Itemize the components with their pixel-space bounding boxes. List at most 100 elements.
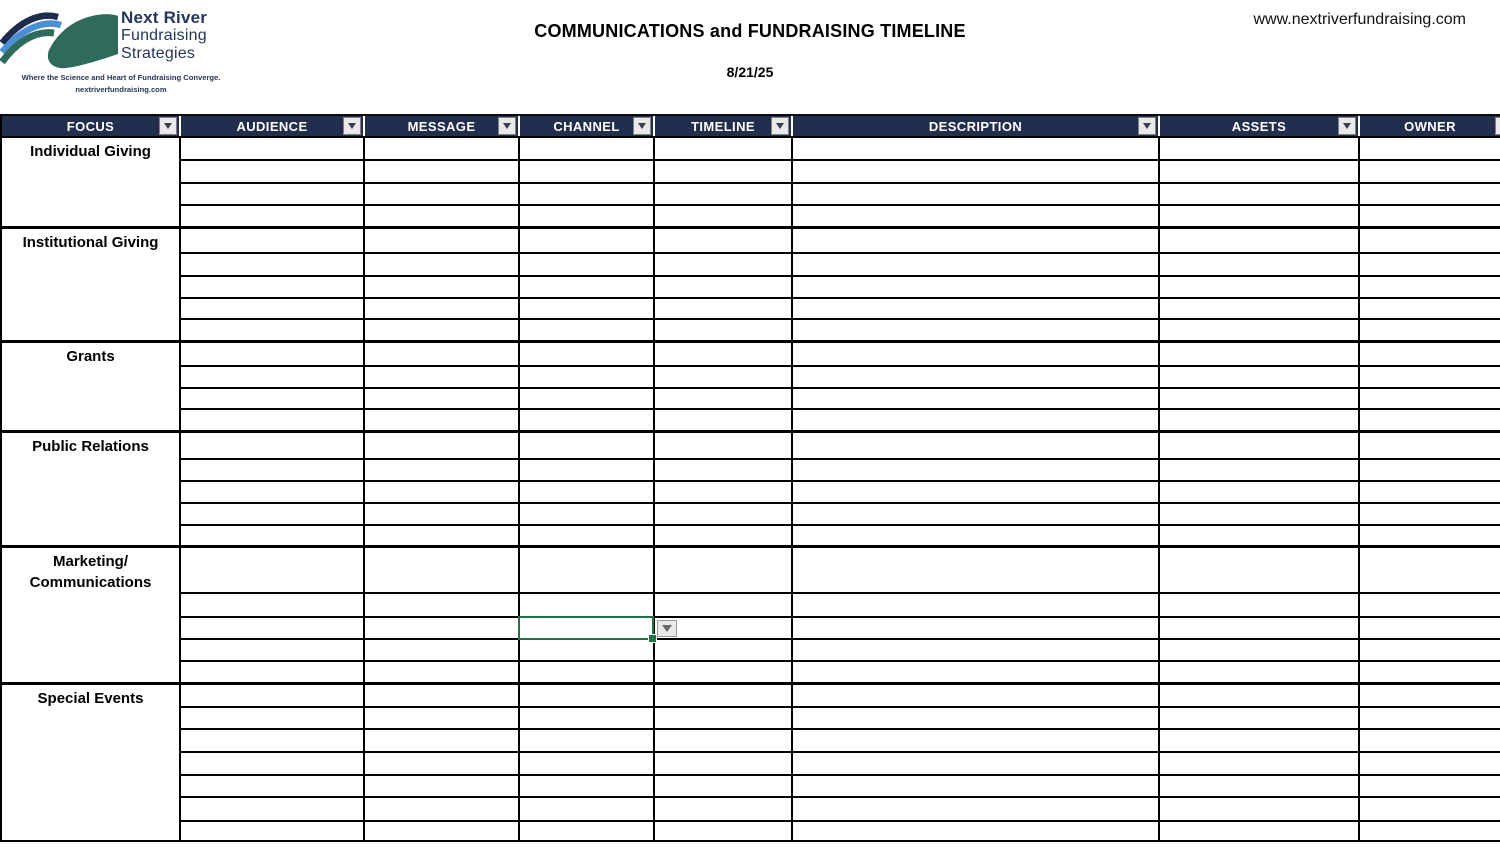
- cell-description[interactable]: [793, 640, 1160, 660]
- cell-audience[interactable]: [181, 343, 365, 365]
- cell-owner[interactable]: [1360, 229, 1500, 252]
- cell-assets[interactable]: [1160, 184, 1360, 204]
- cell-channel[interactable]: [520, 389, 655, 408]
- cell-audience[interactable]: [181, 526, 365, 545]
- cell-channel[interactable]: [520, 254, 655, 275]
- cell-assets[interactable]: [1160, 433, 1360, 458]
- cell-timeline[interactable]: [655, 548, 793, 592]
- cell-description[interactable]: [793, 662, 1160, 682]
- cell-timeline[interactable]: [655, 320, 793, 340]
- cell-message[interactable]: [365, 594, 520, 616]
- cell-audience[interactable]: [181, 504, 365, 524]
- cell-message[interactable]: [365, 730, 520, 751]
- cell-owner[interactable]: [1360, 343, 1500, 365]
- focus-cell-public-relations[interactable]: Public Relations: [2, 433, 181, 545]
- cell-description[interactable]: [793, 138, 1160, 159]
- cell-timeline[interactable]: [655, 753, 793, 774]
- cell-message[interactable]: [365, 343, 520, 365]
- cell-assets[interactable]: [1160, 753, 1360, 774]
- cell-assets[interactable]: [1160, 410, 1360, 430]
- cell-audience[interactable]: [181, 138, 365, 159]
- cell-assets[interactable]: [1160, 685, 1360, 706]
- filter-button-timeline[interactable]: [771, 117, 789, 135]
- cell-assets[interactable]: [1160, 776, 1360, 796]
- cell-channel[interactable]: [518, 616, 677, 643]
- cell-message[interactable]: [365, 433, 520, 458]
- cell-owner[interactable]: [1360, 618, 1500, 638]
- cell-owner[interactable]: [1360, 161, 1500, 182]
- cell-timeline[interactable]: [655, 460, 793, 480]
- cell-owner[interactable]: [1360, 277, 1500, 297]
- cell-audience[interactable]: [181, 320, 365, 340]
- cell-channel[interactable]: [520, 138, 655, 159]
- cell-description[interactable]: [793, 753, 1160, 774]
- cell-assets[interactable]: [1160, 343, 1360, 365]
- cell-assets[interactable]: [1160, 229, 1360, 252]
- cell-audience[interactable]: [181, 640, 365, 660]
- focus-cell-individual-giving[interactable]: Individual Giving: [2, 138, 181, 226]
- cell-owner[interactable]: [1360, 138, 1500, 159]
- cell-description[interactable]: [793, 410, 1160, 430]
- cell-description[interactable]: [793, 526, 1160, 545]
- cell-description[interactable]: [793, 229, 1160, 252]
- filter-button-audience[interactable]: [343, 117, 361, 135]
- cell-owner[interactable]: [1360, 640, 1500, 660]
- cell-timeline[interactable]: [655, 229, 793, 252]
- cell-channel[interactable]: [520, 299, 655, 318]
- cell-timeline[interactable]: [655, 410, 793, 430]
- cell-timeline[interactable]: [655, 685, 793, 706]
- cell-channel[interactable]: [520, 277, 655, 297]
- cell-timeline[interactable]: [655, 594, 793, 616]
- cell-owner[interactable]: [1360, 708, 1500, 728]
- cell-message[interactable]: [365, 504, 520, 524]
- cell-message[interactable]: [365, 161, 520, 182]
- cell-message[interactable]: [365, 482, 520, 502]
- cell-message[interactable]: [365, 138, 520, 159]
- cell-message[interactable]: [365, 389, 520, 408]
- cell-assets[interactable]: [1160, 482, 1360, 502]
- cell-assets[interactable]: [1160, 367, 1360, 387]
- cell-message[interactable]: [365, 206, 520, 226]
- focus-cell-institutional-giving[interactable]: Institutional Giving: [2, 229, 181, 340]
- cell-timeline[interactable]: [655, 776, 793, 796]
- cell-timeline[interactable]: [655, 299, 793, 318]
- cell-owner[interactable]: [1360, 433, 1500, 458]
- cell-channel[interactable]: [520, 594, 655, 616]
- cell-description[interactable]: [793, 685, 1160, 706]
- cell-audience[interactable]: [181, 776, 365, 796]
- cell-description[interactable]: [793, 206, 1160, 226]
- cell-assets[interactable]: [1160, 299, 1360, 318]
- cell-audience[interactable]: [181, 254, 365, 275]
- cell-timeline[interactable]: [655, 206, 793, 226]
- cell-owner[interactable]: [1360, 504, 1500, 524]
- cell-channel[interactable]: [520, 161, 655, 182]
- filter-button-focus[interactable]: [159, 117, 177, 135]
- cell-assets[interactable]: [1160, 526, 1360, 545]
- cell-description[interactable]: [793, 299, 1160, 318]
- cell-assets[interactable]: [1160, 206, 1360, 226]
- cell-timeline[interactable]: [655, 526, 793, 545]
- cell-message[interactable]: [365, 254, 520, 275]
- cell-owner[interactable]: [1360, 526, 1500, 545]
- cell-owner[interactable]: [1360, 482, 1500, 502]
- cell-audience[interactable]: [181, 822, 365, 840]
- cell-channel[interactable]: [520, 367, 655, 387]
- filter-button-description[interactable]: [1138, 117, 1156, 135]
- cell-description[interactable]: [793, 433, 1160, 458]
- cell-audience[interactable]: [181, 433, 365, 458]
- cell-description[interactable]: [793, 320, 1160, 340]
- cell-owner[interactable]: [1360, 320, 1500, 340]
- cell-channel[interactable]: [520, 504, 655, 524]
- cell-description[interactable]: [793, 389, 1160, 408]
- cell-audience[interactable]: [181, 299, 365, 318]
- cell-message[interactable]: [365, 410, 520, 430]
- cell-owner[interactable]: [1360, 662, 1500, 682]
- cell-owner[interactable]: [1360, 184, 1500, 204]
- cell-assets[interactable]: [1160, 708, 1360, 728]
- cell-owner[interactable]: [1360, 594, 1500, 616]
- cell-channel[interactable]: [520, 433, 655, 458]
- cell-message[interactable]: [365, 662, 520, 682]
- cell-channel[interactable]: [520, 482, 655, 502]
- cell-owner[interactable]: [1360, 254, 1500, 275]
- cell-owner[interactable]: [1360, 206, 1500, 226]
